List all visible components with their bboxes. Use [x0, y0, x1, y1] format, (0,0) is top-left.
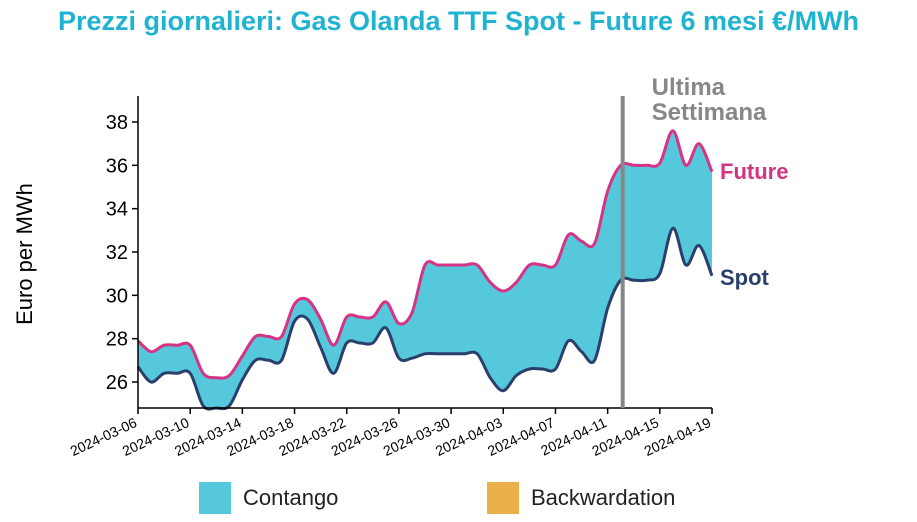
- y-tick-label: 32: [106, 242, 128, 264]
- y-tick-label: 34: [106, 199, 128, 221]
- series-label-future: Future: [720, 159, 788, 184]
- series-line-spot: [136, 226, 714, 411]
- series-label-spot: Spot: [720, 265, 770, 290]
- legend-swatch-backwardation: [487, 482, 519, 514]
- legend-label-contango: Contango: [243, 485, 339, 510]
- spread-fill-layer: [138, 130, 712, 410]
- y-tick-label: 38: [106, 112, 128, 134]
- contango-area: [138, 130, 712, 410]
- legend-item-contango: Contango: [199, 482, 338, 514]
- chart-title: Prezzi giornalieri: Gas Olanda TTF Spot …: [57, 6, 860, 36]
- y-tick-label: 36: [106, 155, 128, 177]
- annotation-line2: Settimana: [652, 99, 767, 126]
- series-lines-layer: Future Spot: [136, 129, 788, 411]
- annotation-line1: Ultima: [652, 74, 726, 101]
- y-axis-label: Euro per MWh: [12, 183, 37, 325]
- series-line-future: [136, 129, 714, 380]
- legend-swatch-contango: [199, 482, 231, 514]
- y-tick-label: 28: [106, 329, 128, 351]
- y-tick-label: 30: [106, 285, 128, 307]
- legend-label-backwardation: Backwardation: [531, 485, 676, 510]
- y-tick-label: 26: [106, 372, 128, 394]
- legend-item-backwardation: Backwardation: [487, 482, 675, 514]
